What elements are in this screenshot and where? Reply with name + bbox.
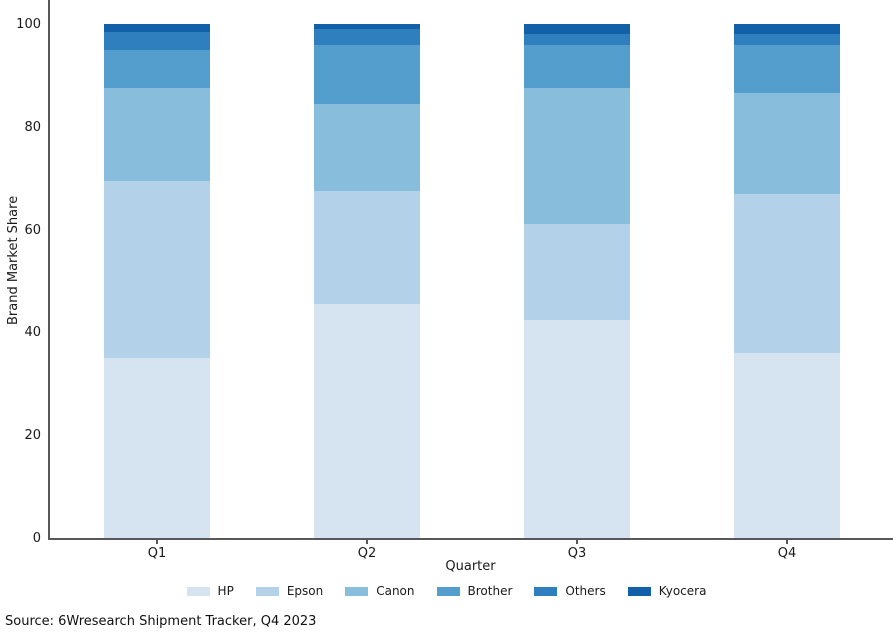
y-tick-label: 0 xyxy=(32,531,41,546)
x-tick-label-q1: Q1 xyxy=(147,546,167,561)
bar-q3 xyxy=(524,24,630,538)
bar-segment-brother xyxy=(734,44,840,94)
legend-label-brother: Brother xyxy=(467,584,513,598)
legend-label-canon: Canon xyxy=(376,584,415,598)
bar-segment-others xyxy=(314,29,420,45)
bar-segment-epson xyxy=(314,191,420,305)
bar-segment-brother xyxy=(314,44,420,104)
bar-segment-kyocera xyxy=(734,24,840,35)
y-tick-label: 40 xyxy=(24,325,41,341)
x-tick-mark xyxy=(576,540,578,544)
x-tick-label-q3: Q3 xyxy=(567,546,587,561)
x-tick-mark xyxy=(786,540,788,544)
bar-segment-canon xyxy=(314,103,420,192)
bar-segment-kyocera xyxy=(524,24,630,35)
plot-area xyxy=(48,0,893,540)
x-tick-label-q4: Q4 xyxy=(777,546,797,561)
legend-swatch-kyocera xyxy=(627,586,651,596)
bar-segment-others xyxy=(524,34,630,45)
bar-segment-hp xyxy=(104,358,210,538)
bar-q1 xyxy=(104,24,210,538)
y-tick-label: 20 xyxy=(24,428,41,444)
bar-segment-hp xyxy=(524,319,630,538)
y-tick-label: 100 xyxy=(16,17,41,32)
bar-segment-epson xyxy=(734,193,840,353)
legend-item-epson: Epson xyxy=(255,584,324,598)
bar-segment-brother xyxy=(524,44,630,89)
legend-item-others: Others xyxy=(534,584,606,598)
bar-segment-kyocera xyxy=(314,24,420,30)
legend-swatch-epson xyxy=(255,586,279,596)
bar-segment-canon xyxy=(524,88,630,225)
legend-label-epson: Epson xyxy=(286,584,324,598)
legend-label-others: Others xyxy=(565,584,606,598)
y-tick-label: 80 xyxy=(24,119,41,135)
bar-q4 xyxy=(734,24,840,538)
legend-label-kyocera: Kyocera xyxy=(658,584,707,598)
legend-swatch-others xyxy=(534,586,558,596)
bar-segment-kyocera xyxy=(104,24,210,32)
y-axis-label: Brand Market Share xyxy=(6,195,21,325)
legend-swatch-canon xyxy=(345,586,369,596)
y-tick-label: 60 xyxy=(24,222,41,238)
bar-segment-others xyxy=(104,31,210,50)
legend-item-canon: Canon xyxy=(345,584,415,598)
legend-item-brother: Brother xyxy=(436,584,513,598)
bar-segment-canon xyxy=(734,93,840,194)
x-tick-mark xyxy=(366,540,368,544)
legend-item-kyocera: Kyocera xyxy=(627,584,707,598)
bar-segment-hp xyxy=(734,352,840,538)
legend: HP Epson Canon Brother Others Kyocera xyxy=(0,582,893,600)
bar-segment-brother xyxy=(104,49,210,89)
bar-segment-canon xyxy=(104,88,210,181)
legend-swatch-brother xyxy=(436,586,460,596)
bar-q2 xyxy=(314,24,420,538)
bar-segment-epson xyxy=(524,224,630,320)
legend-label-hp: HP xyxy=(217,584,234,598)
bar-segment-epson xyxy=(104,180,210,359)
x-tick-label-q2: Q2 xyxy=(357,546,377,561)
legend-item-hp: HP xyxy=(186,584,234,598)
x-tick-mark xyxy=(156,540,158,544)
bar-segment-others xyxy=(734,34,840,45)
source-note: Source: 6Wresearch Shipment Tracker, Q4 … xyxy=(5,614,317,629)
x-axis-label: Quarter xyxy=(445,559,496,574)
legend-swatch-hp xyxy=(186,586,210,596)
bar-segment-hp xyxy=(314,304,420,538)
